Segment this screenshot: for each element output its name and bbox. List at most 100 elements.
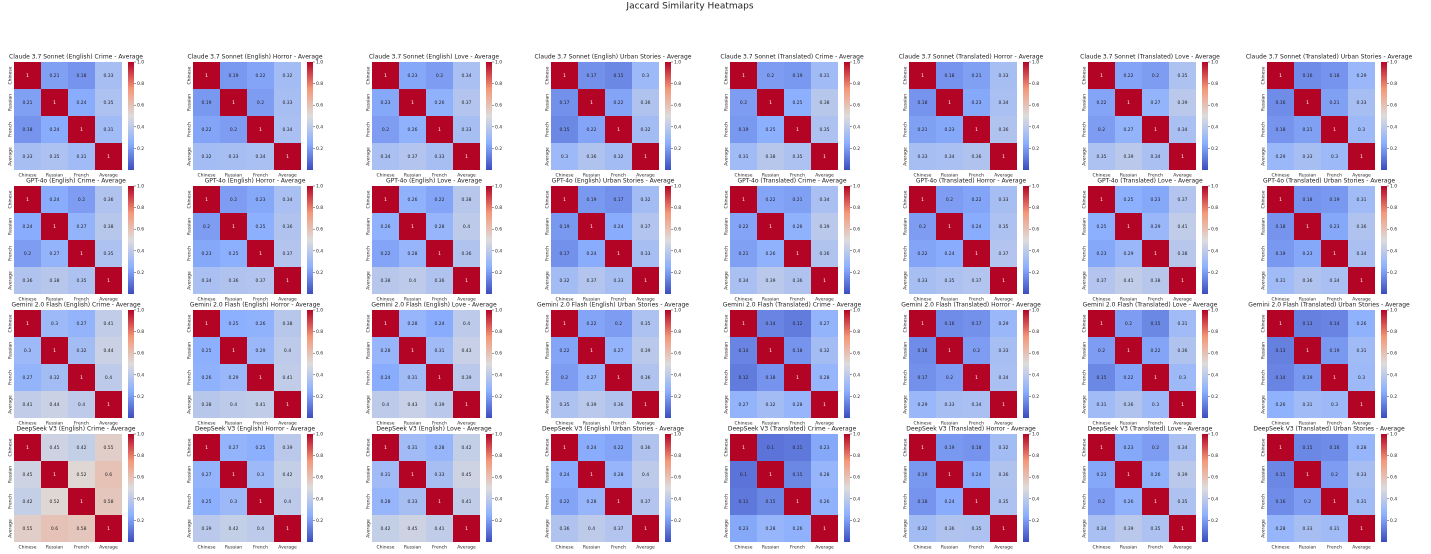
heatmap-cell <box>1142 364 1169 391</box>
x-tick-label: Average <box>994 173 1013 179</box>
heatmap-cell <box>784 364 811 391</box>
cell-label: 0.34 <box>738 278 748 284</box>
y-tick-label: Russian <box>724 466 730 483</box>
cell-label: 0.2 <box>203 224 210 230</box>
cell-label: 0.3 <box>1331 402 1338 408</box>
cell-label: 0.39 <box>282 445 292 451</box>
x-tick-label: French <box>969 545 984 551</box>
y-tick-label: Russian <box>366 466 372 483</box>
heatmap-cell <box>193 186 220 213</box>
cell-label: 0.18 <box>1329 73 1339 79</box>
x-tick-label: Chinese <box>735 173 753 179</box>
x-tick-label: Chinese <box>1272 545 1290 551</box>
heatmap-cell <box>1321 240 1348 267</box>
heatmap-cell <box>730 89 757 116</box>
heatmap-cell <box>578 143 605 170</box>
heatmap-cell <box>14 461 41 488</box>
heatmap-cell <box>68 267 95 294</box>
heatmap-cell <box>1348 488 1375 515</box>
cell-label: 0.4 <box>284 499 291 505</box>
cell-label: 0.25 <box>1096 224 1106 230</box>
heatmap-cell <box>426 62 453 89</box>
colorbar-tick-label: 1.0 <box>1211 184 1218 190</box>
cell-label: 0.4 <box>257 526 264 532</box>
heatmap-cell <box>274 89 301 116</box>
colorbar <box>1023 310 1029 418</box>
heatmap-cell <box>1169 62 1196 89</box>
cell-label: 1 <box>823 402 826 408</box>
y-tick-label: Russian <box>903 94 909 111</box>
cell-label: 0.23 <box>201 251 211 257</box>
heatmap-cell <box>220 143 247 170</box>
y-tick-label: Chinese <box>1082 190 1088 208</box>
heatmap-cell <box>453 434 480 461</box>
cell-label: 0.13 <box>1275 348 1285 354</box>
x-tick-label: Russian <box>225 545 242 551</box>
cell-label: 0.31 <box>1356 499 1366 505</box>
heatmap-cell <box>1115 515 1142 542</box>
cell-label: 0.22 <box>559 499 569 505</box>
heatmap-cell <box>990 213 1017 240</box>
cell-label: 0.39 <box>201 526 211 532</box>
cell-label: 1 <box>232 100 235 106</box>
x-tick-label: Russian <box>1120 421 1137 427</box>
y-tick-label: Average <box>1082 147 1088 166</box>
heatmap-cell <box>274 364 301 391</box>
colorbar-tick-label: 0.4 <box>1211 248 1218 254</box>
colorbar-tick-label: 0.2 <box>495 270 502 276</box>
cell-label: 0.16 <box>917 348 927 354</box>
heatmap-cell <box>605 515 632 542</box>
heatmap-cell <box>784 240 811 267</box>
cell-label: 0.42 <box>228 526 238 532</box>
heatmap-cell <box>757 186 784 213</box>
heatmap-cell <box>14 240 41 267</box>
colorbar-tick-label: 0.6 <box>853 103 860 109</box>
cell-label: 0.33 <box>22 154 32 160</box>
colorbar <box>1023 62 1029 170</box>
cell-label: 0.2 <box>1098 348 1105 354</box>
x-tick-label: Average <box>99 545 118 551</box>
cell-label: 0.41 <box>461 499 471 505</box>
colorbar-tick-label: 1.0 <box>1390 432 1397 438</box>
cell-label: 0.4 <box>409 278 416 284</box>
cell-label: 0.22 <box>1096 100 1106 106</box>
heatmap-cell <box>1267 310 1294 337</box>
colorbar-tick-label: 0.2 <box>853 394 860 400</box>
heatmap-cell <box>1169 515 1196 542</box>
heatmap-cell <box>990 364 1017 391</box>
colorbar-tick-label: 0.8 <box>674 329 681 335</box>
figure-title: Jaccard Similarity Heatmaps <box>625 2 753 12</box>
heatmap-cell <box>1169 434 1196 461</box>
heatmap-cell <box>730 267 757 294</box>
heatmap-cell <box>578 213 605 240</box>
colorbar-tick-label: 0.8 <box>1032 329 1039 335</box>
heatmap-cell <box>399 116 426 143</box>
heatmap-cell <box>399 337 426 364</box>
cell-label: 0.22 <box>434 197 444 203</box>
cell-label: 0.16 <box>1329 445 1339 451</box>
colorbar-tick-label: 0.2 <box>316 394 323 400</box>
heatmap-cell <box>632 391 659 418</box>
cell-label: 0.24 <box>76 100 86 106</box>
colorbar-tick-label: 0.4 <box>316 248 323 254</box>
cell-label: 0.33 <box>1356 472 1366 478</box>
heatmap-cell <box>963 62 990 89</box>
colorbar-tick-label: 1.0 <box>1211 432 1218 438</box>
colorbar-tick-label: 0.4 <box>1032 124 1039 130</box>
heatmap-cell <box>1142 515 1169 542</box>
subplot-title: Claude 3.7 Sonnet (English) Urban Storie… <box>535 54 692 61</box>
heatmap-cell <box>811 240 838 267</box>
heatmap-cell <box>220 240 247 267</box>
cell-label: 0.15 <box>1096 375 1106 381</box>
cell-label: 0.33 <box>917 278 927 284</box>
heatmap-cell <box>1169 488 1196 515</box>
heatmap-cell <box>963 515 990 542</box>
colorbar-tick-label: 0.4 <box>316 496 323 502</box>
heatmap-cell <box>95 240 122 267</box>
cell-label: 0.22 <box>613 100 623 106</box>
cell-label: 0.31 <box>103 127 113 133</box>
x-tick-label: Chinese <box>1093 297 1111 303</box>
cell-label: 1 <box>411 472 414 478</box>
x-tick-label: Russian <box>583 173 600 179</box>
heatmap-cell <box>757 267 784 294</box>
